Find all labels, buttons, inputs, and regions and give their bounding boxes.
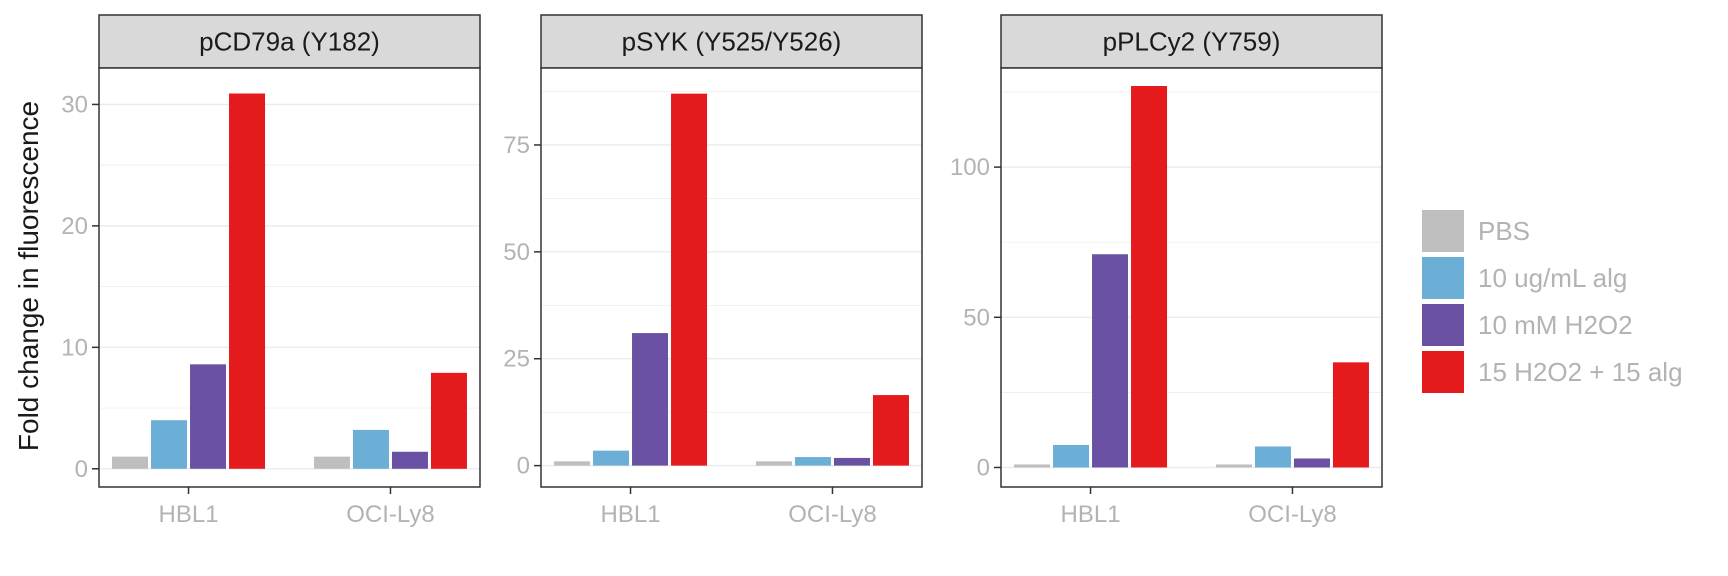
bar-15-h2o2-15-alg-hbl1 [1131,86,1168,468]
x-tick-label: OCI-Ly8 [1248,501,1336,528]
y-tick-label: 50 [963,304,990,331]
bar-10-ug-ml-alg-oci-ly8 [352,429,389,469]
plot-background [99,68,480,487]
plot-background [541,68,922,487]
bar-10-ug-ml-alg-oci-ly8 [1254,446,1291,468]
legend-label: PBS [1478,216,1530,246]
panel-title: pPLCy2 (Y759) [1103,27,1281,57]
legend-item: PBS [1422,210,1530,252]
x-tick-label: OCI-Ly8 [346,501,434,528]
bar-10-ug-ml-alg-oci-ly8 [794,457,831,466]
bar-10-ug-ml-alg-hbl1 [593,450,630,466]
bar-10-mm-h2o2-oci-ly8 [391,451,428,469]
y-tick-label: 0 [75,456,88,483]
panel-border [1000,67,1383,488]
panel-strip [540,14,923,69]
x-tick-label: OCI-Ly8 [788,501,876,528]
bar-15-h2o2-15-alg-oci-ly8 [872,395,909,466]
bar-10-mm-h2o2-hbl1 [190,364,227,469]
panel-2: pSYK (Y525/Y526) 0 25 50 75 HBL1 OCI-Ly8 [503,14,923,528]
bar-10-ug-ml-alg-hbl1 [1053,444,1090,468]
legend: PBS 10 ug/mL alg 10 mM H2O2 15 H2O2 + 15 al… [1422,210,1683,393]
panel-1: pCD79a (Y182) 0 10 20 30 HBL1 OCI-Ly8 [61,14,481,528]
panel-strip [98,14,481,69]
x-tick-label: HBL1 [601,501,661,528]
bar-10-mm-h2o2-hbl1 [1092,254,1129,468]
y-tick-label: 100 [950,154,990,181]
bar-15-h2o2-15-alg-hbl1 [671,93,708,466]
y-tick-label: 20 [61,213,88,240]
bar-15-h2o2-15-alg-hbl1 [229,93,266,469]
panel-title: pCD79a (Y182) [199,27,380,57]
panel-border [98,67,481,488]
y-tick-label: 0 [977,454,990,481]
bar-15-h2o2-15-alg-oci-ly8 [430,372,467,469]
legend-key [1422,210,1464,252]
panel-title: pSYK (Y525/Y526) [622,27,842,57]
bar-15-h2o2-15-alg-oci-ly8 [1332,362,1369,468]
bar-pbs-hbl1 [112,456,149,469]
bar-10-ug-ml-alg-hbl1 [151,420,188,469]
bar-pbs-oci-ly8 [313,456,350,469]
x-tick-label: HBL1 [159,501,219,528]
panel-border [540,67,923,488]
legend-item: 10 ug/mL alg [1422,257,1627,299]
y-tick-label: 10 [61,334,88,361]
legend-label: 10 mM H2O2 [1478,310,1633,340]
bar-10-mm-h2o2-oci-ly8 [1293,458,1330,468]
y-axis-title: Fold change in fluorescence [13,101,44,451]
plot-background [1001,68,1382,487]
legend-label: 10 ug/mL alg [1478,263,1627,293]
y-tick-label: 30 [61,91,88,118]
panel-3: pPLCy2 (Y759) 0 50 100 HBL1 OCI-Ly8 [950,14,1383,528]
x-tick-label: HBL1 [1061,501,1121,528]
bar-10-mm-h2o2-oci-ly8 [833,457,870,466]
y-tick-label: 50 [503,239,530,266]
y-tick-label: 0 [517,453,530,480]
bar-pbs-hbl1 [554,461,591,466]
legend-key [1422,257,1464,299]
bar-pbs-oci-ly8 [1215,464,1252,468]
y-tick-label: 25 [503,346,530,373]
legend-key [1422,351,1464,393]
bar-pbs-oci-ly8 [755,461,792,466]
legend-item: 10 mM H2O2 [1422,304,1633,346]
bar-pbs-hbl1 [1014,464,1051,468]
panel-strip [1000,14,1383,69]
y-tick-label: 75 [503,132,530,159]
bar-10-mm-h2o2-hbl1 [632,333,669,466]
legend-key [1422,304,1464,346]
legend-item: 15 H2O2 + 15 alg [1422,351,1683,393]
legend-label: 15 H2O2 + 15 alg [1478,357,1683,387]
